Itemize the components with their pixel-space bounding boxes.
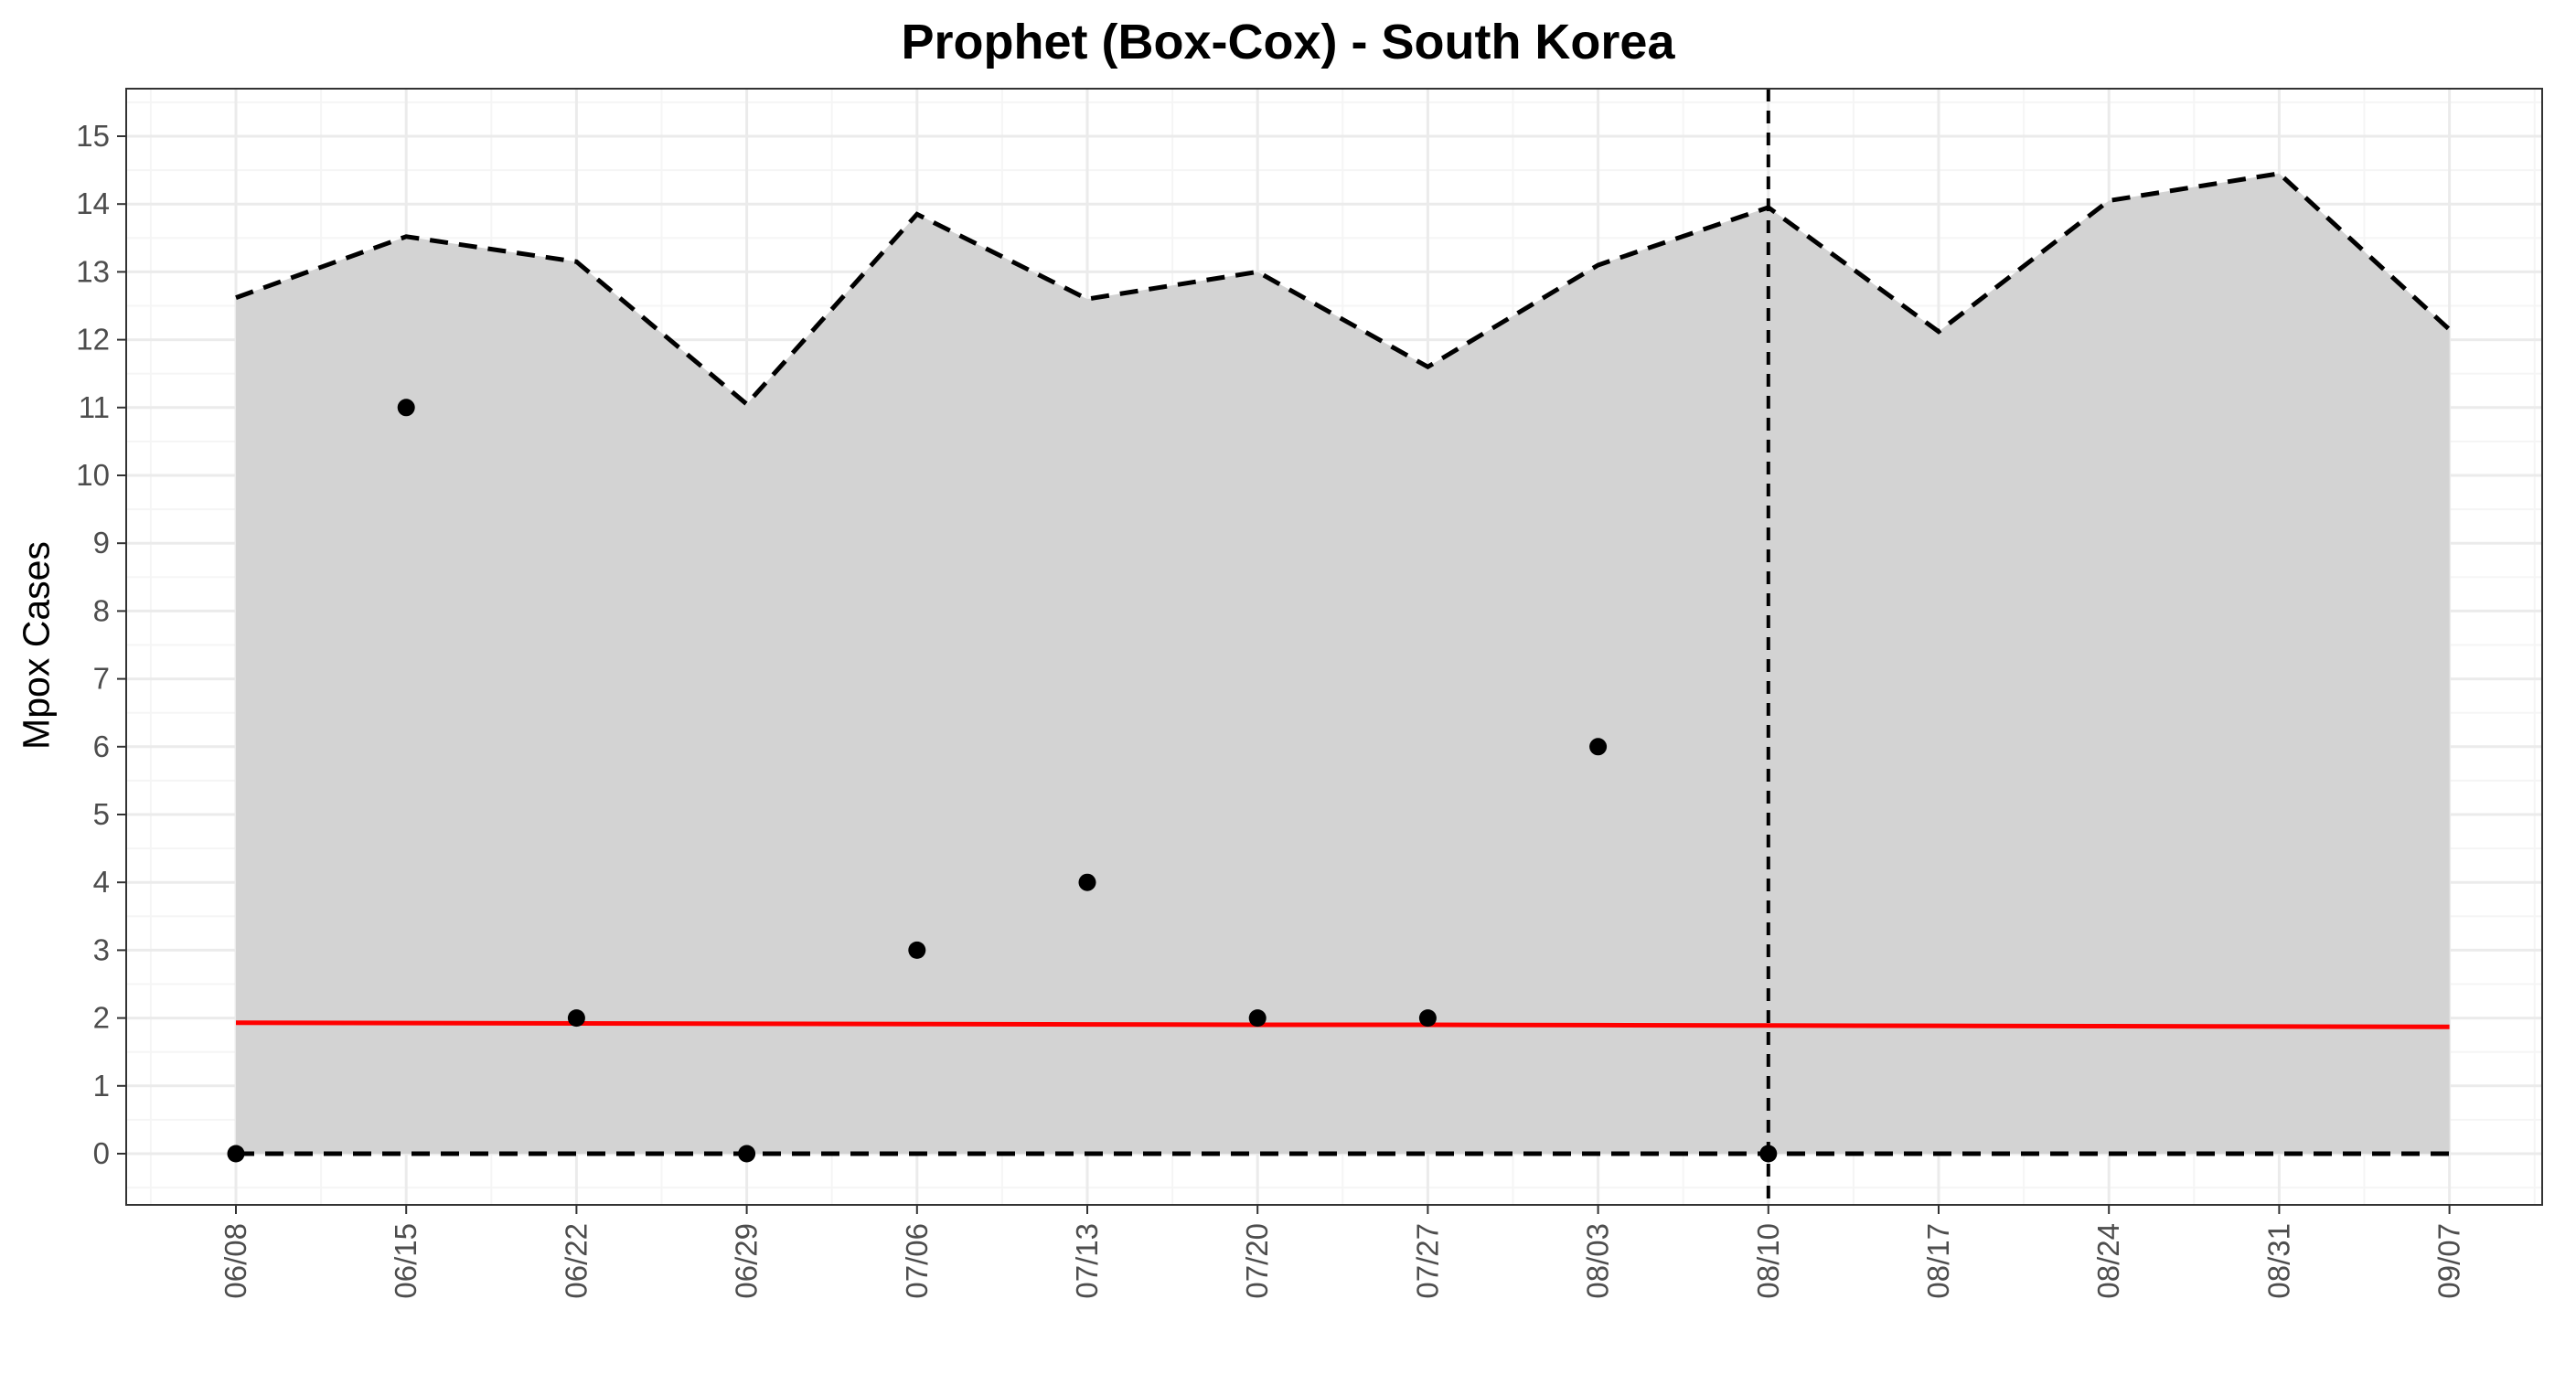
x-tick-label: 06/22 bbox=[559, 1223, 593, 1299]
x-tick-label: 08/24 bbox=[2091, 1223, 2125, 1299]
y-tick-label: 2 bbox=[93, 1001, 110, 1035]
data-point bbox=[738, 1145, 756, 1163]
upper-bound-line bbox=[235, 171, 2452, 408]
y-tick-label: 7 bbox=[93, 662, 110, 696]
panel-frame bbox=[125, 88, 2543, 1206]
x-tick-label: 06/15 bbox=[389, 1223, 422, 1299]
y-tick-label: 15 bbox=[76, 119, 110, 153]
data-point bbox=[1589, 738, 1608, 756]
y-tick-label: 10 bbox=[76, 458, 110, 492]
data-point bbox=[1078, 873, 1096, 891]
x-axis: 06/08 06/15 06/22 06/29 07/06 07/13 07/20 07/27… bbox=[219, 1205, 2466, 1299]
y-tick-label: 3 bbox=[93, 932, 110, 966]
data-point bbox=[1418, 1009, 1437, 1028]
x-tick-label: 06/08 bbox=[219, 1223, 252, 1299]
forecast-line-group bbox=[235, 1020, 2450, 1029]
x-tick-label: 09/07 bbox=[2432, 1223, 2466, 1299]
y-tick-label: 14 bbox=[76, 186, 110, 220]
data-point bbox=[397, 399, 415, 417]
x-tick-label: 07/06 bbox=[900, 1223, 934, 1299]
interval-area bbox=[236, 173, 2450, 1154]
y-tick-label: 9 bbox=[93, 526, 110, 559]
y-tick-label: 0 bbox=[93, 1136, 110, 1170]
x-tick-label: 08/31 bbox=[2261, 1223, 2295, 1299]
y-tick-label: 12 bbox=[76, 323, 110, 357]
data-point bbox=[227, 1145, 245, 1163]
x-tick-label: 06/29 bbox=[730, 1223, 764, 1299]
data-point bbox=[1759, 1145, 1778, 1163]
x-tick-label: 08/03 bbox=[1581, 1223, 1615, 1299]
forecast-line bbox=[235, 1020, 2450, 1029]
actual-points bbox=[227, 399, 1778, 1163]
y-tick-label: 1 bbox=[93, 1069, 110, 1102]
interval-bounds bbox=[235, 171, 2452, 1156]
y-tick-label: 11 bbox=[79, 390, 110, 424]
data-point bbox=[1248, 1009, 1267, 1028]
panel-border bbox=[125, 88, 2543, 1206]
y-tick-label: 13 bbox=[76, 254, 110, 288]
y-tick-label: 8 bbox=[93, 593, 110, 627]
chart-title: Prophet (Box-Cox) - South Korea bbox=[901, 15, 1675, 69]
y-tick-label: 6 bbox=[93, 730, 110, 763]
data-point bbox=[908, 941, 926, 959]
x-tick-label: 07/13 bbox=[1070, 1223, 1104, 1299]
y-tick-label: 4 bbox=[93, 865, 110, 899]
y-tick-label: 5 bbox=[93, 797, 110, 831]
x-tick-label: 08/17 bbox=[1921, 1223, 1955, 1299]
prediction-interval-band bbox=[236, 173, 2450, 1154]
x-tick-label: 07/20 bbox=[1240, 1223, 1274, 1299]
x-tick-label: 08/10 bbox=[1751, 1223, 1785, 1299]
x-tick-label: 07/27 bbox=[1410, 1223, 1444, 1299]
data-point bbox=[567, 1009, 585, 1028]
